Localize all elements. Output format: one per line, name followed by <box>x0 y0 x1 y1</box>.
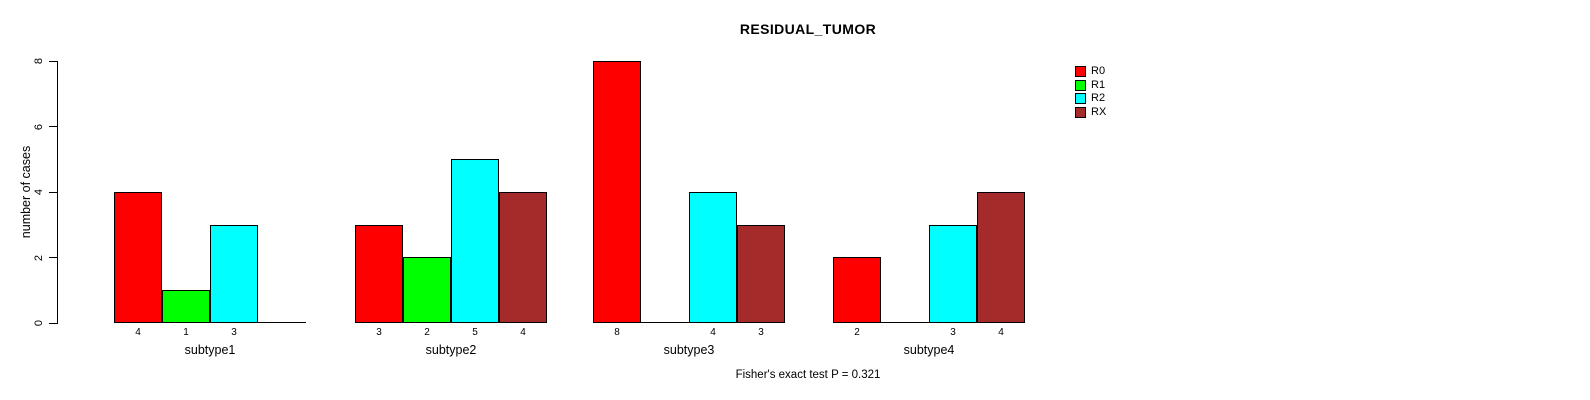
legend-swatch-r2 <box>1075 93 1086 105</box>
bar-value-label: 4 <box>520 327 526 338</box>
bar-r2-subtype4 <box>929 225 977 323</box>
y-axis-line <box>57 61 58 324</box>
bar-value-label: 3 <box>376 327 382 338</box>
legend-swatch-r0 <box>1075 66 1086 78</box>
category-label-subtype2: subtype2 <box>425 343 477 357</box>
bar-value-label: 3 <box>950 327 956 338</box>
fisher-test-annotation: Fisher's exact test P = 0.321 <box>735 369 881 381</box>
legend-item-r0: R0 <box>1075 65 1106 79</box>
category-label-subtype4: subtype4 <box>903 343 955 357</box>
bar-value-label: 4 <box>998 327 1004 338</box>
legend-swatch-rx <box>1075 107 1086 119</box>
legend-swatch-r1 <box>1075 79 1086 91</box>
bar-zero-r1-subtype4 <box>881 322 929 323</box>
chart-title: RESIDUAL_TUMOR <box>739 21 877 37</box>
bar-r0-subtype1 <box>114 192 162 323</box>
bar-value-label: 3 <box>758 327 764 338</box>
legend: R0 R1 R2 RX <box>1075 65 1106 119</box>
bar-value-label: 4 <box>710 327 716 338</box>
legend-item-r1: R1 <box>1075 79 1106 93</box>
bar-value-label: 2 <box>854 327 860 338</box>
bar-value-label: 3 <box>231 327 237 338</box>
bar-zero-rx-subtype1 <box>258 322 306 323</box>
bar-value-label: 4 <box>135 327 141 338</box>
y-axis-tick-label: 4 <box>33 188 45 196</box>
bar-r1-subtype1 <box>162 290 210 323</box>
bar-r0-subtype2 <box>355 225 403 323</box>
legend-label-r0: R0 <box>1091 65 1106 78</box>
y-axis-tick <box>49 191 57 193</box>
y-axis-label: number of cases <box>19 145 33 239</box>
legend-label-r1: R1 <box>1091 78 1106 91</box>
y-axis-tick <box>49 322 57 324</box>
bar-rx-subtype4 <box>977 192 1025 323</box>
bar-zero-r1-subtype3 <box>641 322 689 323</box>
bar-rx-subtype3 <box>737 225 785 323</box>
bar-r2-subtype2 <box>451 159 499 323</box>
y-axis-tick-label: 8 <box>33 57 45 65</box>
bar-value-label: 8 <box>614 327 620 338</box>
y-axis-tick-label: 2 <box>33 254 45 261</box>
y-axis-tick <box>49 126 57 127</box>
y-axis-tick-label: 0 <box>33 319 45 327</box>
y-axis-tick <box>49 257 57 258</box>
bar-value-label: 2 <box>424 327 430 338</box>
legend-item-r2: R2 <box>1075 92 1106 106</box>
y-axis-tick-label: 6 <box>33 123 45 130</box>
bar-r2-subtype1 <box>210 225 258 323</box>
category-label-subtype3: subtype3 <box>663 343 715 357</box>
bar-r0-subtype3 <box>593 61 641 323</box>
y-axis-tick <box>49 60 57 62</box>
legend-label-r2: R2 <box>1091 92 1106 105</box>
bar-value-label: 1 <box>183 327 189 338</box>
legend-item-rx: RX <box>1075 106 1106 120</box>
category-label-subtype1: subtype1 <box>184 343 236 357</box>
bar-rx-subtype2 <box>499 192 547 323</box>
legend-label-rx: RX <box>1091 106 1107 119</box>
bar-r0-subtype4 <box>833 257 881 323</box>
bar-r2-subtype3 <box>689 192 737 323</box>
bar-value-label: 5 <box>472 327 478 338</box>
bar-r1-subtype2 <box>403 257 451 323</box>
